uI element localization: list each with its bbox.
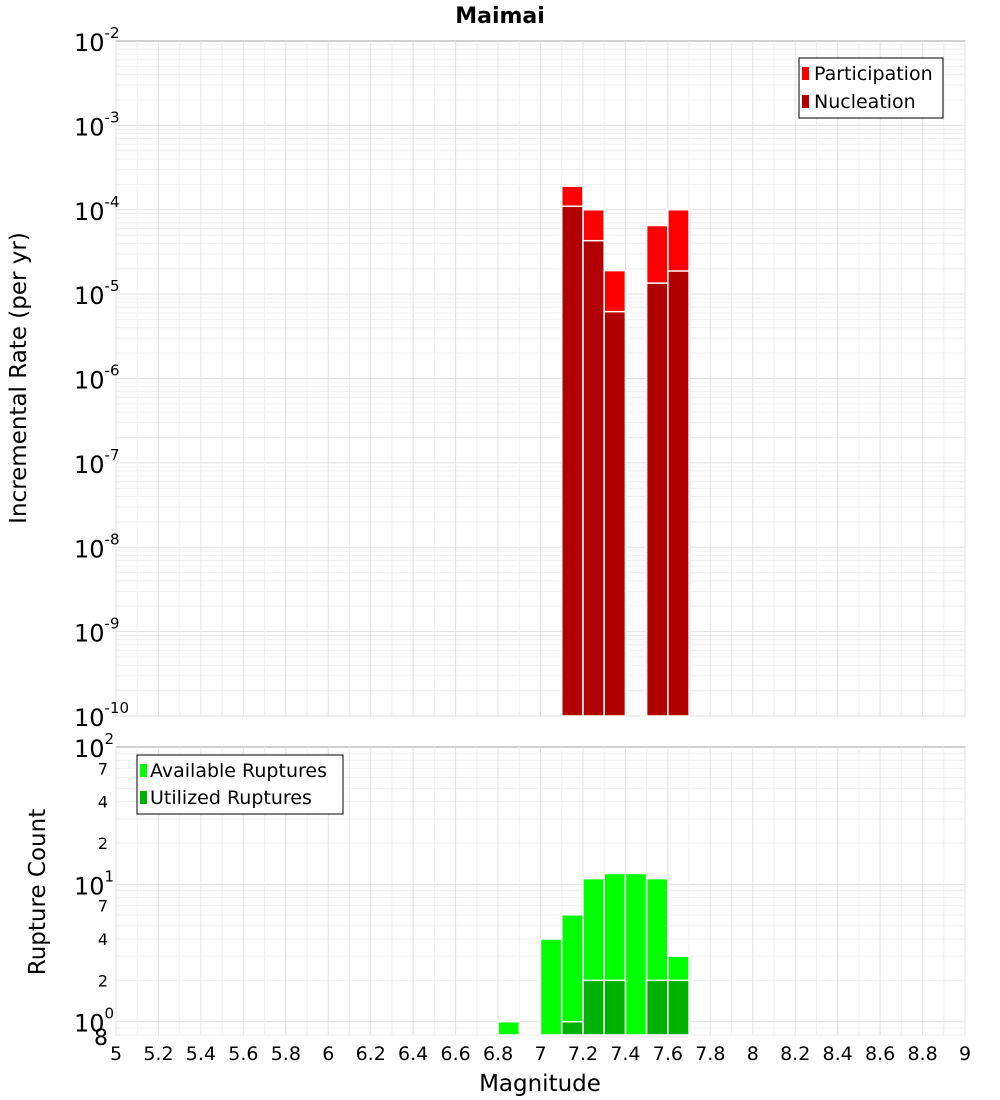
bar-available-ruptures — [497, 1020, 521, 1036]
x-tick-label: 5.8 — [271, 1043, 301, 1065]
legend-label-available: Available Ruptures — [150, 760, 327, 782]
x-tick-label: 7.2 — [568, 1043, 598, 1065]
bar-nucleation — [603, 310, 627, 717]
x-tick-label: 5 — [110, 1043, 122, 1065]
rate-y-ticks: 10-10 10-9 10-8 10-7 10-6 10-5 10-4 10-3 10-2 — [74, 24, 129, 732]
x-tick-label: 7 — [534, 1043, 546, 1065]
bar-nucleation — [645, 282, 669, 717]
x-tick-label: 6.8 — [483, 1043, 513, 1065]
legend-label-nucleation: Nucleation — [814, 91, 916, 113]
y-tick-label: 101 — [74, 867, 114, 900]
x-tick-label: 6.4 — [398, 1043, 428, 1065]
x-tick-label: 8 — [747, 1043, 759, 1065]
x-tick-label: 7.4 — [610, 1043, 640, 1065]
bar-utilized-ruptures — [667, 979, 690, 1036]
rate-legend-box — [798, 57, 944, 119]
y-tick-label: 4 — [98, 930, 108, 949]
y-tick-label: 8 — [94, 1026, 108, 1051]
x-tick-label: 8.6 — [865, 1043, 895, 1065]
bar-available-ruptures — [560, 914, 584, 1036]
rate-panel: 10-10 10-9 10-8 10-7 10-6 10-5 10-4 10-3 10-2 Ma… — [6, 4, 966, 732]
x-tick-label: 6 — [322, 1043, 334, 1065]
count-x-ticks: 5 5.2 5.4 5.6 5.8 6 6.2 6.4 6.6 6.8 7 7.2 7.4 7.6 7.8 8… — [110, 1043, 971, 1065]
y-tick-label: 2 — [98, 971, 108, 990]
y-tick-label: 10-9 — [74, 615, 120, 648]
bar-nucleation — [560, 205, 584, 717]
rate-grid — [115, 41, 966, 717]
legend-label-participation: Participation — [814, 63, 933, 85]
y-tick-label: 102 — [74, 730, 114, 763]
x-tick-label: 8.2 — [780, 1043, 810, 1065]
chart-title: Maimai — [455, 4, 545, 29]
y-tick-label: 10-6 — [74, 362, 120, 395]
y-tick-label: 10-8 — [74, 530, 120, 563]
y-tick-label: 10-7 — [74, 446, 120, 479]
bar-available-ruptures — [624, 872, 648, 1036]
bar-available-ruptures — [539, 938, 563, 1036]
bar-nucleation — [667, 270, 690, 717]
y-tick-label: 10-2 — [74, 24, 120, 57]
rate-bars — [560, 185, 690, 717]
bar-utilized-ruptures — [603, 979, 627, 1036]
x-tick-label: 6.2 — [356, 1043, 386, 1065]
x-tick-label: 5.6 — [228, 1043, 258, 1065]
y-tick-label: 2 — [98, 834, 108, 853]
y-tick-label: 10-4 — [74, 193, 120, 226]
y-tick-label: 10-5 — [74, 277, 120, 310]
count-legend: Available Ruptures Utilized Ruptures — [136, 754, 344, 815]
bar-utilized-ruptures — [560, 1020, 584, 1036]
y-tick-label: 7 — [98, 759, 108, 778]
y-tick-label: 7 — [98, 897, 108, 916]
x-tick-label: 5.2 — [143, 1043, 173, 1065]
x-axis-label: Magnitude — [479, 1071, 601, 1097]
rate-y-axis-label: Incremental Rate (per yr) — [6, 232, 32, 524]
y-tick-label: 10-10 — [74, 699, 129, 732]
count-legend-box — [136, 754, 344, 815]
count-y-axis-label: Rupture Count — [25, 809, 51, 975]
y-tick-label: 4 — [98, 793, 108, 812]
x-tick-label: 7.6 — [653, 1043, 683, 1065]
legend-swatch-participation — [802, 67, 809, 80]
x-tick-label: 8.4 — [823, 1043, 853, 1065]
bar-utilized-ruptures — [645, 979, 669, 1036]
legend-swatch-utilized — [140, 791, 147, 804]
x-tick-label: 5.4 — [186, 1043, 216, 1065]
x-tick-label: 6.6 — [440, 1043, 470, 1065]
bar-nucleation — [582, 239, 605, 717]
x-tick-label: 8.8 — [907, 1043, 937, 1065]
y-tick-label: 10-3 — [74, 108, 120, 141]
bar-utilized-ruptures — [582, 979, 605, 1036]
count-bars — [497, 872, 690, 1036]
x-tick-label: 7.8 — [695, 1043, 725, 1065]
legend-swatch-nucleation — [802, 95, 809, 108]
x-tick-label: 9 — [959, 1043, 971, 1065]
legend-label-utilized: Utilized Ruptures — [150, 787, 312, 809]
y-tick-label: 100 — [74, 1005, 114, 1038]
legend-swatch-available — [140, 764, 147, 777]
rate-legend: Participation Nucleation — [798, 57, 944, 119]
